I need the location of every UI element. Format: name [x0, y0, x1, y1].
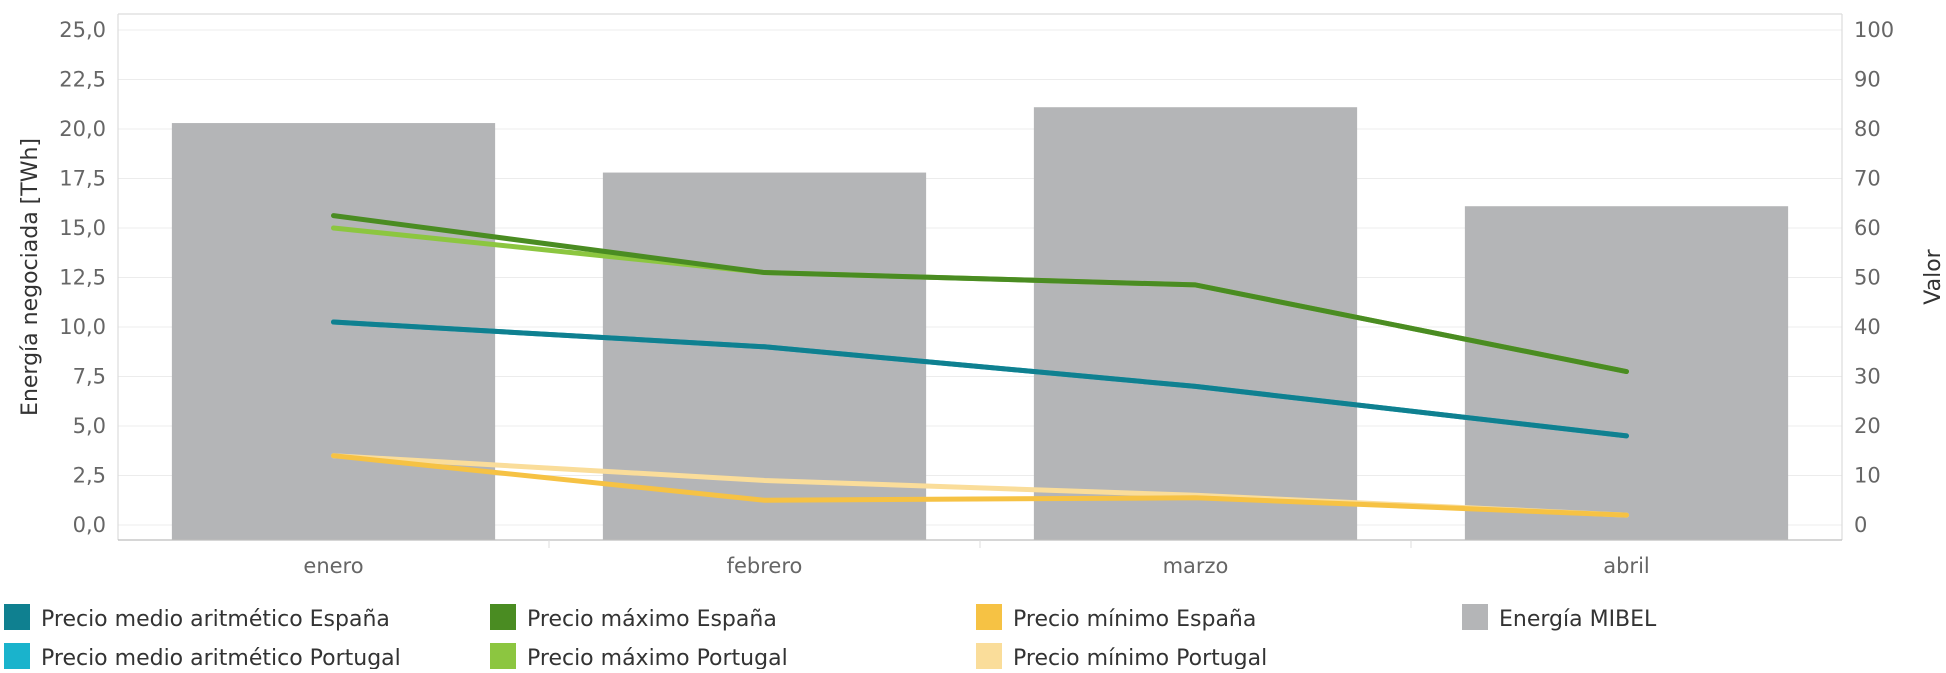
bar-energia-mibel	[171, 123, 496, 540]
legend-swatch	[976, 643, 1002, 669]
line-layer	[331, 213, 1629, 518]
axis-layer	[117, 13, 1843, 548]
y-left-tick-label: 10,0	[59, 315, 106, 339]
x-tick-label: febrero	[727, 554, 803, 578]
legend-swatch	[976, 604, 1002, 630]
legend-label: Energía MIBEL	[1499, 607, 1657, 632]
y-right-tick-label: 90	[1854, 68, 1881, 92]
legend-label: Precio medio aritmético Portugal	[41, 646, 401, 669]
bar-energia-mibel	[1033, 107, 1358, 540]
y-axis-left-title: Energía negociada [TWh]	[18, 138, 43, 416]
legend-label: Precio mínimo España	[1013, 607, 1256, 632]
y-left-tick-label: 0,0	[73, 513, 106, 537]
y-right-tick-label: 20	[1854, 414, 1881, 438]
y-left-tick-label: 20,0	[59, 117, 106, 141]
legend-label: Precio máximo España	[527, 607, 777, 632]
y-left-tick-label: 7,5	[73, 365, 106, 389]
y-left-tick-label: 12,5	[59, 266, 106, 290]
y-right-tick-label: 80	[1854, 117, 1881, 141]
legend: Precio medio aritmético España Precio máx…	[4, 604, 1657, 671]
y-right-tick-label: 70	[1854, 167, 1881, 191]
y-right-tick-label: 60	[1854, 216, 1881, 240]
legend-swatch	[490, 604, 516, 630]
y-left-tick-label: 2,5	[73, 464, 106, 488]
x-tick-label: abril	[1603, 554, 1650, 578]
legend-label: Precio medio aritmético España	[41, 607, 390, 632]
tick-layer: 0,0 2,5 5,0 7,5 10,0 12,5 15,0 17,5 20,0 22,5 25,0…	[59, 18, 1894, 578]
y-left-tick-label: 22,5	[59, 68, 106, 92]
legend-swatch	[4, 643, 30, 669]
y-right-tick-label: 10	[1854, 464, 1881, 488]
line-series	[331, 319, 1629, 439]
legend-swatch	[4, 604, 30, 630]
y-left-tick-label: 25,0	[59, 18, 106, 42]
legend-swatch	[490, 643, 516, 669]
x-tick-label: marzo	[1163, 554, 1229, 578]
y-left-tick-label: 5,0	[73, 414, 106, 438]
y-right-tick-label: 30	[1854, 365, 1881, 389]
y-left-tick-label: 17,5	[59, 167, 106, 191]
line-series	[331, 453, 1629, 518]
y-right-tick-label: 100	[1854, 18, 1894, 42]
legend-swatch	[1462, 604, 1488, 630]
x-tick-label: enero	[303, 554, 363, 578]
y-right-tick-label: 0	[1854, 513, 1867, 537]
legend-label: Precio mínimo Portugal	[1013, 646, 1267, 669]
legend-label: Precio máximo Portugal	[527, 646, 788, 669]
y-right-tick-label: 50	[1854, 266, 1881, 290]
line-series	[331, 213, 1629, 375]
y-right-tick-label: 40	[1854, 315, 1881, 339]
y-axis-right-title: Valor	[1921, 248, 1946, 304]
line-series	[331, 319, 1629, 439]
y-left-tick-label: 15,0	[59, 216, 106, 240]
line-series	[331, 225, 1629, 375]
